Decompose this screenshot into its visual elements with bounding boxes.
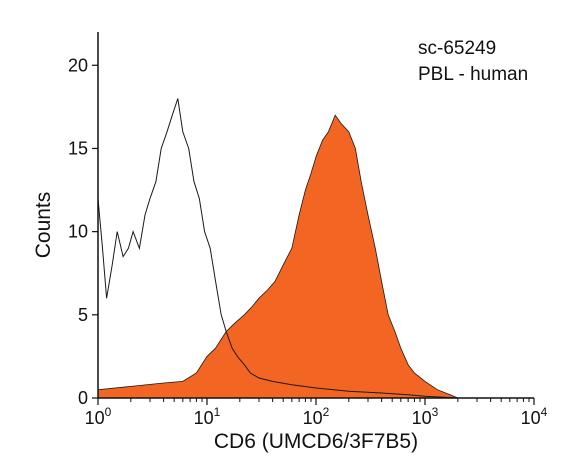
y-tick-label: 5 — [78, 305, 88, 325]
y-tick-label: 0 — [78, 388, 88, 408]
x-tick-label: 103 — [412, 405, 439, 428]
y-tick-label: 15 — [68, 138, 88, 158]
plot-area — [97, 98, 458, 399]
y-ticks: 0 5 10 15 20 — [68, 55, 98, 408]
x-tick-label: 100 — [85, 405, 112, 428]
y-tick-label: 20 — [68, 55, 88, 75]
series-1-filled-histogram — [97, 114, 458, 399]
annotation-catalog-number: sc-65249 — [418, 38, 496, 59]
x-tick-label: 102 — [303, 405, 330, 428]
y-tick-label: 10 — [68, 222, 88, 242]
x-ticks: 100 101 102 103 104 — [85, 398, 548, 428]
series-0-outline-histogram — [97, 98, 458, 399]
y-axis-title: Counts — [32, 192, 55, 259]
annotation-sample: PBL - human — [418, 64, 528, 85]
x-axis-title: CD6 (UMCD6/3F7B5) — [214, 430, 418, 453]
x-tick-label: 104 — [521, 405, 548, 428]
x-tick-label: 101 — [194, 405, 221, 428]
